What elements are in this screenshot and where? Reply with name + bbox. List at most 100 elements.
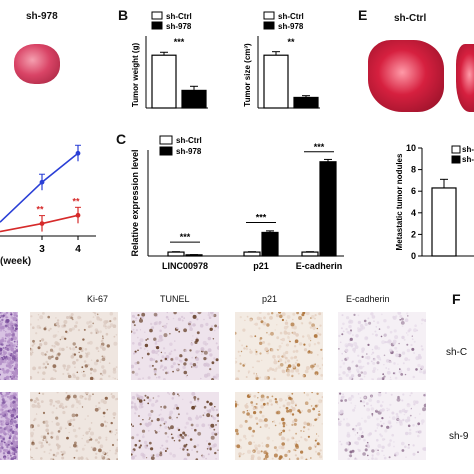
cell-nucleus bbox=[39, 340, 41, 342]
cell-nucleus bbox=[290, 400, 295, 405]
cell-nucleus bbox=[338, 334, 341, 338]
cell-nucleus bbox=[100, 359, 103, 361]
cell-nucleus bbox=[106, 452, 109, 454]
cell-nucleus bbox=[387, 443, 391, 447]
cell-nucleus bbox=[276, 403, 279, 405]
cell-nucleus bbox=[99, 344, 104, 349]
cell-nucleus bbox=[3, 404, 7, 409]
cell-nucleus bbox=[163, 366, 167, 370]
cell-nucleus bbox=[12, 392, 17, 397]
cell-nucleus bbox=[215, 408, 218, 412]
cell-nucleus bbox=[306, 422, 310, 426]
significance-label: *** bbox=[256, 212, 267, 222]
cell-nucleus bbox=[376, 400, 380, 404]
cell-nucleus bbox=[150, 322, 153, 326]
cell-nucleus bbox=[287, 364, 292, 368]
cell-nucleus bbox=[32, 458, 35, 460]
cell-nucleus bbox=[209, 402, 213, 406]
cell-nucleus bbox=[63, 367, 66, 370]
cell-nucleus bbox=[377, 449, 379, 452]
legend-label: sh-978 bbox=[176, 147, 202, 156]
cell-nucleus bbox=[244, 319, 246, 322]
series-line bbox=[0, 214, 79, 233]
cell-nucleus bbox=[403, 338, 406, 341]
cell-nucleus bbox=[134, 350, 137, 353]
cell-nucleus bbox=[197, 397, 200, 401]
cell-nucleus bbox=[350, 344, 354, 348]
cell-nucleus bbox=[195, 423, 199, 428]
cell-nucleus bbox=[346, 330, 350, 334]
cell-nucleus bbox=[236, 432, 239, 436]
cell-nucleus bbox=[177, 317, 182, 321]
cell-nucleus bbox=[160, 351, 163, 354]
cell-nucleus bbox=[75, 397, 78, 401]
cell-nucleus bbox=[5, 334, 8, 337]
cell-nucleus bbox=[295, 432, 297, 435]
cell-nucleus bbox=[61, 324, 65, 328]
data-point bbox=[75, 212, 81, 218]
cell-nucleus bbox=[14, 353, 18, 357]
cell-nucleus bbox=[314, 418, 317, 422]
y-tick-label: 0 bbox=[411, 251, 416, 261]
cell-nucleus bbox=[317, 413, 321, 416]
cell-nucleus bbox=[73, 443, 77, 448]
cell-nucleus bbox=[289, 412, 292, 415]
cell-nucleus bbox=[65, 368, 69, 371]
cell-nucleus bbox=[392, 372, 395, 375]
cell-nucleus bbox=[141, 312, 146, 317]
cell-nucleus bbox=[30, 431, 34, 436]
cell-nucleus bbox=[182, 431, 186, 435]
cell-nucleus bbox=[288, 339, 290, 341]
cell-nucleus bbox=[206, 363, 210, 367]
cell-nucleus bbox=[407, 418, 411, 422]
cell-nucleus bbox=[30, 424, 31, 426]
cell-nucleus bbox=[363, 371, 367, 375]
cell-nucleus bbox=[294, 447, 296, 450]
cell-nucleus bbox=[281, 312, 286, 317]
cell-nucleus bbox=[366, 353, 368, 355]
cell-nucleus bbox=[8, 338, 12, 341]
cell-nucleus bbox=[389, 376, 392, 378]
cell-nucleus bbox=[187, 322, 189, 325]
cell-nucleus bbox=[66, 346, 68, 348]
cell-nucleus bbox=[186, 448, 189, 451]
cell-nucleus bbox=[110, 421, 113, 425]
cell-nucleus bbox=[155, 431, 158, 434]
cell-nucleus bbox=[71, 413, 76, 418]
cell-nucleus bbox=[1, 398, 5, 402]
cell-nucleus bbox=[406, 416, 411, 420]
cell-nucleus bbox=[361, 433, 363, 435]
cell-nucleus bbox=[361, 347, 365, 352]
cell-nucleus bbox=[134, 443, 138, 447]
cell-nucleus bbox=[189, 438, 193, 441]
cell-nucleus bbox=[37, 404, 41, 409]
cell-nucleus bbox=[235, 357, 237, 359]
cell-nucleus bbox=[201, 353, 203, 355]
cell-nucleus bbox=[55, 422, 60, 426]
cell-nucleus bbox=[0, 316, 2, 319]
cell-nucleus bbox=[202, 414, 205, 417]
bar bbox=[181, 89, 207, 109]
cell-nucleus bbox=[49, 448, 52, 452]
cell-nucleus bbox=[114, 434, 117, 436]
cell-nucleus bbox=[365, 356, 368, 360]
cell-nucleus bbox=[354, 441, 357, 444]
cell-nucleus bbox=[107, 454, 109, 456]
cell-nucleus bbox=[7, 456, 10, 460]
cell-nucleus bbox=[76, 407, 78, 409]
cell-nucleus bbox=[203, 350, 208, 355]
cell-nucleus bbox=[399, 314, 403, 318]
cell-nucleus bbox=[144, 422, 148, 426]
cell-nucleus bbox=[55, 321, 60, 326]
cell-nucleus bbox=[255, 350, 258, 353]
cell-nucleus bbox=[389, 378, 392, 380]
cell-nucleus bbox=[179, 447, 181, 449]
cell-nucleus bbox=[13, 396, 17, 400]
cell-nucleus bbox=[144, 444, 148, 448]
cell-nucleus bbox=[11, 371, 15, 374]
cell-nucleus bbox=[38, 392, 41, 395]
cell-nucleus bbox=[213, 357, 216, 360]
cell-nucleus bbox=[9, 403, 14, 407]
cell-nucleus bbox=[99, 330, 102, 334]
cell-nucleus bbox=[11, 325, 13, 327]
